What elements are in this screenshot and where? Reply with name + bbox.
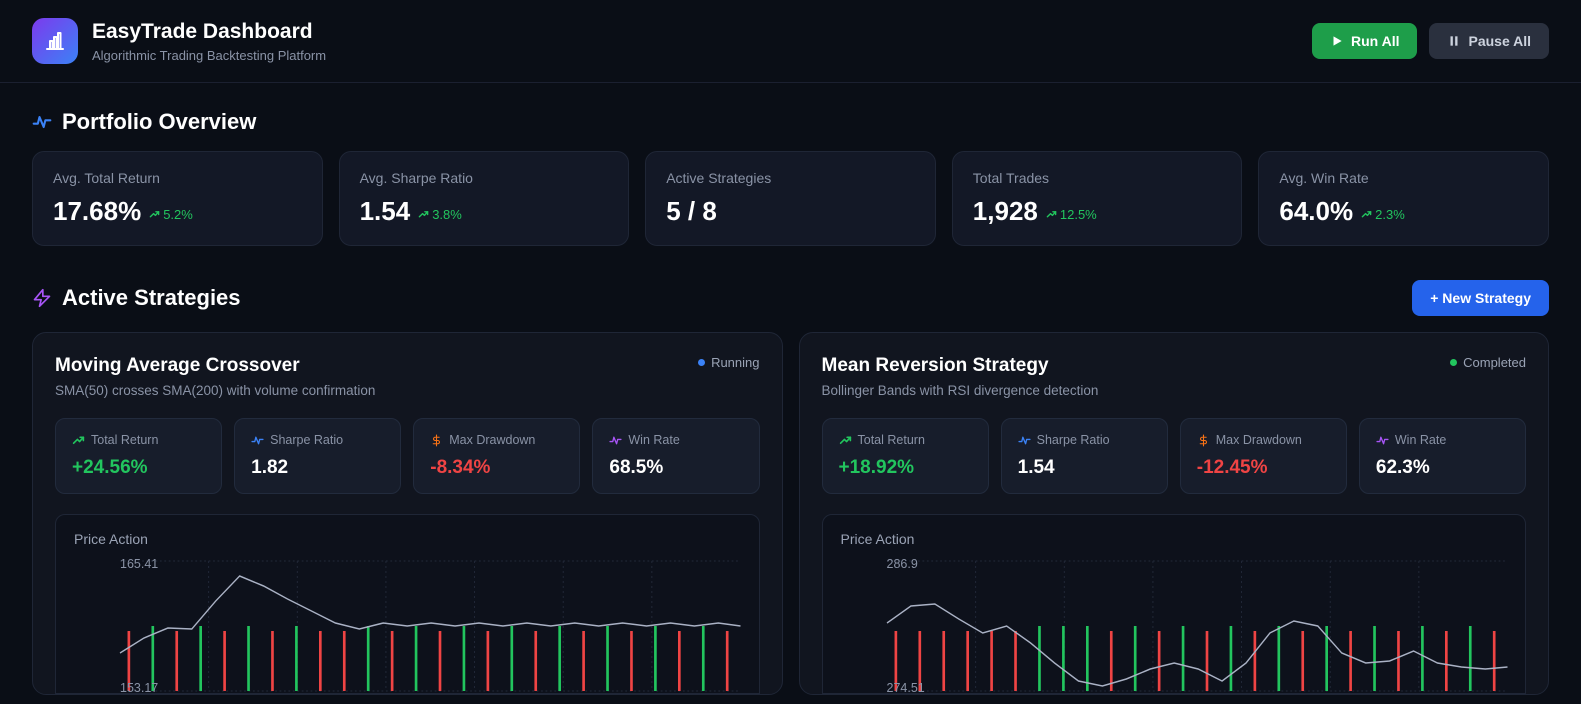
trend-up-icon xyxy=(1361,209,1372,220)
dollar-icon xyxy=(430,434,443,447)
metric-sharpe-ratio: Sharpe Ratio 1.54 xyxy=(1001,418,1168,494)
header-left: EasyTrade Dashboard Algorithmic Trading … xyxy=(32,18,326,64)
stat-card-win-rate: Avg. Win Rate 64.0% 2.3% xyxy=(1258,151,1549,246)
stat-card-total-trades: Total Trades 1,928 12.5% xyxy=(952,151,1243,246)
trend-up-icon xyxy=(72,434,85,447)
stat-card-total-return: Avg. Total Return 17.68% 5.2% xyxy=(32,151,323,246)
trend-up-icon xyxy=(839,434,852,447)
metric-sharpe-ratio: Sharpe Ratio 1.82 xyxy=(234,418,401,494)
pause-icon xyxy=(1447,34,1461,48)
new-strategy-button[interactable]: + New Strategy xyxy=(1412,280,1549,316)
app-title: EasyTrade Dashboard xyxy=(92,19,326,45)
stat-card-sharpe-ratio: Avg. Sharpe Ratio 1.54 3.8% xyxy=(339,151,630,246)
status-badge-strategy-1: Completed xyxy=(1450,355,1526,370)
title-block: EasyTrade Dashboard Algorithmic Trading … xyxy=(92,19,326,62)
stat-card-active-strategies: Active Strategies 5 / 8 xyxy=(645,151,936,246)
active-strategies-heading: Active Strategies xyxy=(32,285,241,311)
main-content: Portfolio Overview Avg. Total Return 17.… xyxy=(0,83,1581,704)
metric-total-return: Total Return +18.92% xyxy=(822,418,989,494)
pulse-purple-icon xyxy=(1376,434,1389,447)
strategy-card-mean-reversion: Mean Reversion Strategy Completed Bollin… xyxy=(799,332,1550,695)
metrics-row-strategy-0: Total Return +24.56% Sharpe Ratio 1.82 M… xyxy=(55,418,760,494)
play-icon xyxy=(1330,34,1344,48)
status-badge-strategy-0: Running xyxy=(698,355,759,370)
app-header: EasyTrade Dashboard Algorithmic Trading … xyxy=(0,0,1581,83)
pulse-purple-icon xyxy=(609,434,622,447)
activity-icon xyxy=(32,112,52,132)
run-all-button[interactable]: Run All xyxy=(1312,23,1417,59)
metrics-row-strategy-1: Total Return +18.92% Sharpe Ratio 1.54 M… xyxy=(822,418,1527,494)
pulse-icon xyxy=(251,434,264,447)
strategy-cards-grid: Moving Average Crossover Running SMA(50)… xyxy=(32,332,1549,695)
price-line-chart-1 xyxy=(887,561,1508,691)
app-subtitle: Algorithmic Trading Backtesting Platform xyxy=(92,48,326,63)
metric-win-rate: Win Rate 68.5% xyxy=(592,418,759,494)
price-action-chart-strategy-0: Price Action 165.41 153.17 xyxy=(55,514,760,694)
strategy-card-moving-average: Moving Average Crossover Running SMA(50)… xyxy=(32,332,783,695)
dollar-icon xyxy=(1197,434,1210,447)
portfolio-stats-row: Avg. Total Return 17.68% 5.2% Avg. Sharp… xyxy=(32,151,1549,246)
trend-up-icon xyxy=(1046,209,1057,220)
metric-max-drawdown: Max Drawdown -8.34% xyxy=(413,418,580,494)
lightning-icon xyxy=(32,288,52,308)
pause-all-button[interactable]: Pause All xyxy=(1429,23,1549,59)
metric-win-rate: Win Rate 62.3% xyxy=(1359,418,1526,494)
trend-up-icon xyxy=(149,209,160,220)
price-line-chart-0 xyxy=(120,561,741,691)
app-logo-icon xyxy=(32,18,78,64)
metric-max-drawdown: Max Drawdown -12.45% xyxy=(1180,418,1347,494)
active-strategies-header-row: Active Strategies + New Strategy xyxy=(32,280,1549,316)
header-right: Run All Pause All xyxy=(1312,23,1549,59)
price-action-chart-strategy-1: Price Action 286.9 274.51 xyxy=(822,514,1527,694)
metric-total-return: Total Return +24.56% xyxy=(55,418,222,494)
trend-up-icon xyxy=(418,209,429,220)
portfolio-overview-heading: Portfolio Overview xyxy=(32,109,1549,135)
pulse-icon xyxy=(1018,434,1031,447)
